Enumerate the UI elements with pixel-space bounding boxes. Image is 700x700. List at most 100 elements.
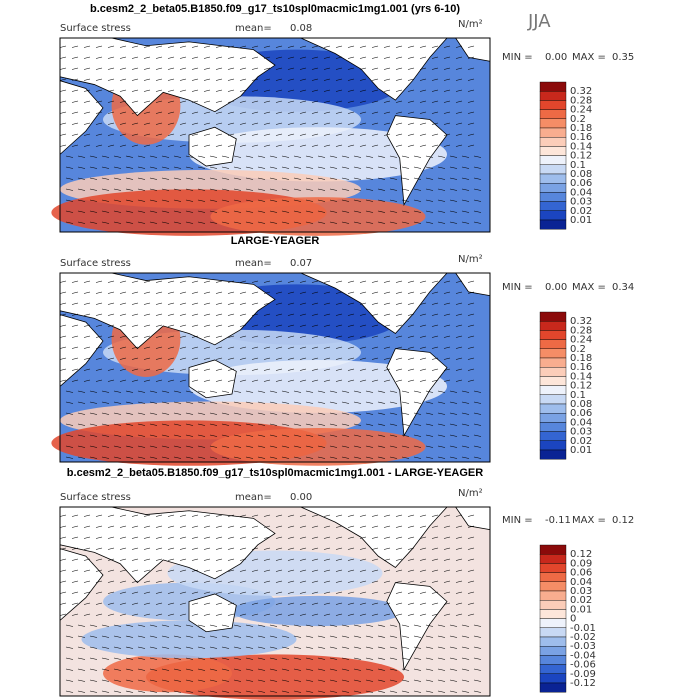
wind-vector — [215, 100, 223, 103]
wind-vector — [389, 624, 398, 627]
wind-vector — [371, 558, 379, 561]
colorbar-box — [539, 544, 567, 555]
wind-vector — [203, 613, 211, 616]
wind-vector — [467, 569, 475, 572]
wind-vector — [467, 346, 475, 349]
wind-vector — [257, 390, 266, 393]
wind-vector — [221, 456, 230, 459]
wind-vector — [215, 379, 223, 382]
wind-vector — [119, 536, 127, 539]
wind-vector — [269, 390, 278, 393]
wind-vector — [95, 100, 103, 103]
wind-vector — [227, 547, 235, 550]
wind-vector — [101, 423, 110, 426]
wind-vector — [167, 346, 175, 349]
variable-label: Surface stress — [60, 258, 131, 269]
wind-vector — [431, 591, 439, 594]
wind-vector — [209, 434, 218, 437]
wind-vector — [101, 199, 110, 202]
wind-vector — [179, 89, 187, 92]
wind-vector — [275, 122, 283, 125]
wind-vector — [287, 100, 295, 103]
wind-vector — [167, 100, 175, 103]
wind-vector — [467, 335, 475, 338]
wind-vector — [167, 580, 175, 583]
wind-vector — [125, 456, 134, 459]
wind-vector — [203, 302, 211, 305]
wind-vector — [305, 390, 314, 393]
wind-vector — [335, 558, 343, 561]
wind-vector — [347, 569, 355, 572]
wind-vector — [347, 89, 355, 92]
wind-vector — [299, 368, 307, 371]
wind-vector — [137, 412, 146, 415]
wind-vector — [467, 313, 475, 316]
wind-vector — [161, 199, 170, 202]
units: N/m² — [458, 488, 483, 499]
wind-vector — [437, 657, 446, 660]
wind-vector — [389, 690, 398, 693]
wind-vector — [215, 302, 223, 305]
wind-vector — [119, 357, 127, 360]
wind-vector — [77, 177, 86, 180]
wind-vector — [155, 144, 163, 147]
wind-vector — [299, 313, 307, 316]
wind-vector — [371, 514, 379, 517]
wind-vector — [119, 133, 127, 136]
wind-vector — [365, 423, 374, 426]
wind-vector — [329, 445, 338, 448]
wind-vector — [71, 514, 79, 517]
colorbar-label: 0.01 — [570, 604, 592, 615]
wind-vector — [203, 144, 211, 147]
wind-vector — [209, 412, 218, 415]
wind-vector — [305, 401, 314, 404]
wind-vector — [317, 188, 326, 191]
wind-vector — [401, 210, 410, 213]
wind-vector — [263, 313, 271, 316]
wind-vector — [401, 423, 410, 426]
wind-vector — [197, 210, 206, 213]
wind-vector — [101, 456, 110, 459]
wind-vector — [431, 45, 439, 48]
wind-vector — [401, 199, 410, 202]
wind-vector — [149, 434, 158, 437]
wind-vector — [173, 210, 182, 213]
wind-vector — [341, 155, 350, 158]
wind-vector — [395, 111, 403, 114]
wind-vector — [149, 690, 158, 693]
wind-vector — [293, 434, 302, 437]
wind-vector — [341, 679, 350, 682]
wind-vector — [275, 56, 283, 59]
wind-vector — [227, 346, 235, 349]
wind-vector — [71, 144, 79, 147]
wind-vector — [293, 657, 302, 660]
wind-vector — [347, 100, 355, 103]
wind-vector — [431, 602, 439, 605]
wind-vector — [455, 67, 463, 70]
wind-vector — [347, 133, 355, 136]
wind-vector — [149, 390, 158, 393]
wind-vector — [83, 133, 91, 136]
wind-vector — [383, 100, 391, 103]
wind-vector — [185, 657, 194, 660]
wind-vector — [341, 434, 350, 437]
wind-vector — [413, 166, 422, 169]
wind-vector — [407, 368, 415, 371]
wind-vector — [191, 45, 199, 48]
wind-vector — [305, 657, 314, 660]
wind-vector — [389, 445, 398, 448]
wind-vector — [155, 368, 163, 371]
wind-vector — [215, 580, 223, 583]
wind-vector — [431, 379, 439, 382]
wind-vector — [341, 188, 350, 191]
wind-vector — [299, 379, 307, 382]
wind-vector — [383, 558, 391, 561]
wind-vector — [335, 133, 343, 136]
wind-vector — [203, 346, 211, 349]
wind-vector — [359, 569, 367, 572]
colorbar-box — [539, 572, 567, 582]
wind-vector — [113, 210, 122, 213]
wind-vector — [323, 122, 331, 125]
wind-vector — [407, 89, 415, 92]
wind-vector — [455, 302, 463, 305]
